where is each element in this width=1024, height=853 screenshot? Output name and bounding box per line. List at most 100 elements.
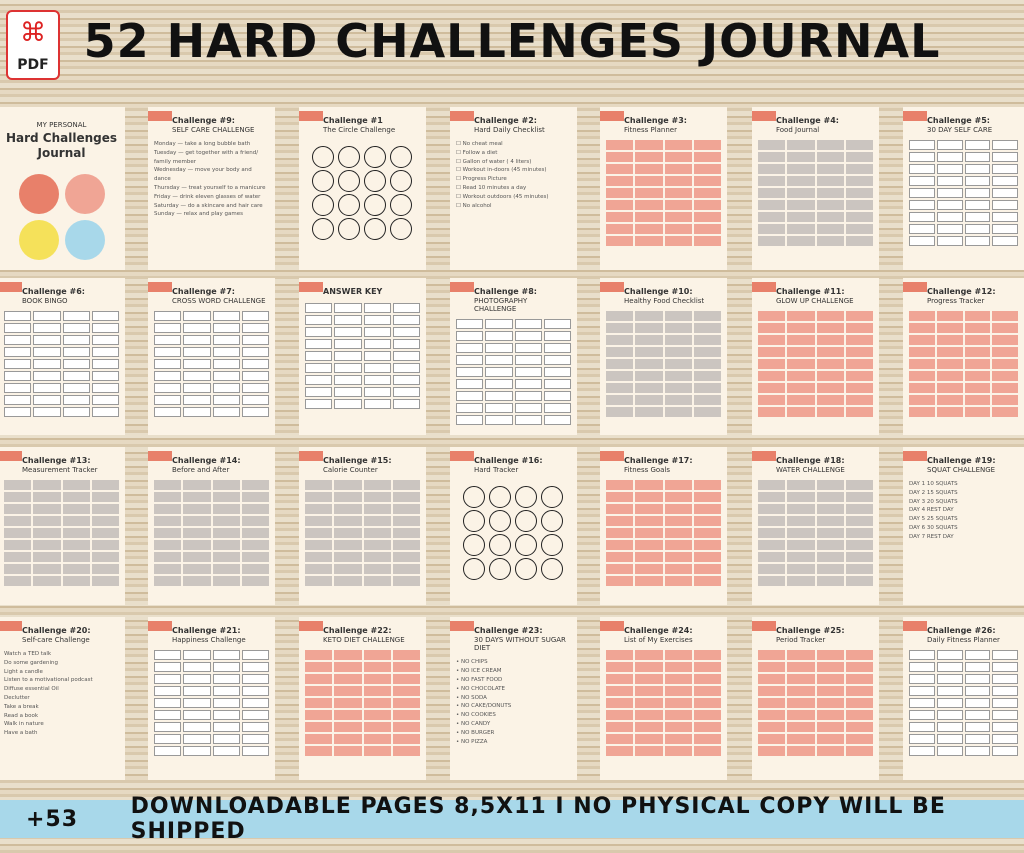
table-cell — [635, 406, 663, 417]
table-cell — [33, 527, 61, 538]
table-cell — [664, 322, 692, 333]
table-cell — [241, 673, 269, 684]
table-cell — [606, 406, 634, 417]
table-cell — [992, 382, 1018, 393]
page-preview: ANSWER KEY — [299, 278, 426, 435]
table-cell — [334, 479, 362, 490]
table-cell — [845, 563, 873, 574]
table-cell — [816, 370, 844, 381]
table-cell — [909, 358, 935, 369]
table-cell — [816, 175, 844, 186]
table-cell — [241, 685, 269, 696]
table-cell — [4, 310, 32, 321]
circle — [540, 485, 563, 508]
table-cell — [334, 661, 362, 672]
table-cell — [845, 358, 873, 369]
circle — [389, 145, 412, 168]
table-cell — [758, 406, 786, 417]
table-cell — [909, 649, 935, 660]
table-cell — [664, 685, 692, 696]
table-cell — [787, 503, 815, 514]
table-cell — [241, 491, 269, 502]
table-cell — [334, 515, 362, 526]
table-cell — [33, 503, 61, 514]
table-cell — [758, 346, 786, 357]
table-cell — [664, 223, 692, 234]
table-cell — [212, 406, 240, 417]
table-cell — [241, 733, 269, 744]
table-cell — [758, 503, 786, 514]
table-cell — [334, 362, 362, 373]
table-cell — [154, 563, 182, 574]
list-item: ☐ Follow a diet — [456, 149, 498, 156]
table-cell — [787, 358, 815, 369]
page-subtitle: BOOK BINGO — [22, 296, 68, 305]
table-cell — [845, 721, 873, 732]
table-cell — [964, 649, 991, 660]
circle — [337, 145, 360, 168]
table-cell — [363, 709, 391, 720]
page-subtitle: MY PERSONAL — [36, 121, 87, 129]
page-preview: Challenge #24: List of My Exercises — [600, 617, 727, 780]
circle — [514, 509, 537, 532]
table-cell — [183, 539, 211, 550]
ribbon-icon — [299, 111, 323, 121]
table-cell — [964, 223, 991, 234]
list-item: Watch a TED talk — [4, 650, 52, 657]
table-cell — [91, 491, 119, 502]
table-cell — [909, 211, 935, 222]
table-cell — [964, 370, 991, 381]
list-item: Monday — take a long bubble bath — [154, 140, 251, 147]
table-cell — [816, 394, 844, 405]
list-item: • NO CHIPS — [456, 659, 488, 666]
table-cell — [543, 319, 571, 330]
page-heading: Challenge #9: — [172, 116, 235, 125]
table-cell — [664, 370, 692, 381]
table-cell — [909, 151, 935, 162]
table-cell — [992, 721, 1018, 732]
circle — [337, 169, 360, 192]
page-preview: Challenge #7: CROSS WORD CHALLENGE — [148, 278, 275, 435]
page-preview: Challenge #25: Period Tracker — [752, 617, 879, 780]
page-preview: Challenge #2: Hard Daily Checklist ☐ No c… — [450, 107, 577, 270]
page-heading: Challenge #8: — [474, 287, 537, 296]
table-cell — [964, 394, 991, 405]
page-preview: Challenge #1 The Circle Challenge — [299, 107, 426, 270]
table-cell — [183, 515, 211, 526]
table-cell — [693, 175, 721, 186]
table-cell — [909, 175, 935, 186]
table-cell — [758, 370, 786, 381]
table-cell — [964, 139, 991, 150]
table-cell — [758, 235, 786, 246]
table-cell — [485, 355, 513, 366]
table-cell — [514, 379, 542, 390]
ribbon-icon — [450, 282, 474, 292]
page-heading: Challenge #11: — [776, 287, 845, 296]
table-cell — [909, 199, 935, 210]
table-cell — [334, 649, 362, 660]
table-cell — [936, 346, 963, 357]
table-cell — [212, 697, 240, 708]
table-cell — [241, 515, 269, 526]
table-cell — [936, 235, 963, 246]
table-cell — [664, 406, 692, 417]
table-cell — [635, 527, 663, 538]
ribbon-icon — [600, 451, 624, 461]
table-cell — [787, 346, 815, 357]
table-cell — [241, 709, 269, 720]
page-heading: Challenge #16: — [474, 456, 543, 465]
table-cell — [936, 139, 963, 150]
page-preview: Challenge #21: Happiness Challenge — [148, 617, 275, 780]
table-cell — [635, 745, 663, 756]
page-subtitle: Period Tracker — [776, 635, 826, 644]
table-cell — [992, 235, 1018, 246]
table-cell — [62, 406, 90, 417]
table-cell — [363, 527, 391, 538]
table-cell — [334, 326, 362, 337]
table-cell — [212, 394, 240, 405]
circle — [514, 485, 537, 508]
table-cell — [964, 709, 991, 720]
table-cell — [33, 370, 61, 381]
table-cell — [664, 673, 692, 684]
table-cell — [758, 709, 786, 720]
